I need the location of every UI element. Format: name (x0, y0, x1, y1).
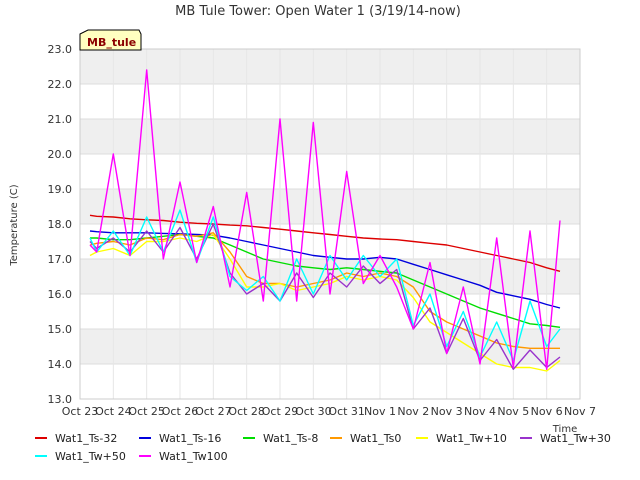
x-tick-label: Oct 26 (162, 405, 199, 418)
series-line-Wat1_Tw+30 (89, 223, 561, 370)
station-badge: MB_tule (79, 29, 142, 51)
legend-entry: Wat1_Ts-32 (55, 432, 117, 445)
x-tick-label: Nov 4 (464, 405, 496, 418)
x-tick-label: Nov 3 (431, 405, 463, 418)
y-axis-label: Temperature (C) (9, 184, 20, 266)
x-tick-label: Oct 24 (95, 405, 132, 418)
x-tick-label: Oct 23 (62, 405, 99, 418)
x-tick-label: Oct 27 (195, 405, 232, 418)
y-tick-label: 23.0 (48, 43, 73, 56)
x-tick-label: Nov 1 (364, 405, 396, 418)
badge-label: MB_tule (87, 36, 136, 49)
y-tick-label: 16.0 (48, 288, 73, 301)
series-line-Wat1_Tw+50 (89, 209, 561, 362)
y-tick-label: 18.0 (48, 218, 73, 231)
x-tick-label: Nov 2 (397, 405, 429, 418)
x-axis-label: Time (552, 424, 577, 435)
x-tick-label: Oct 29 (262, 405, 299, 418)
legend: Wat1_Ts-32 Wat1_Ts-16 Wat1_Ts-8 Wat1_Ts0 Wat… (35, 432, 611, 463)
x-tick-label: Oct 31 (328, 405, 365, 418)
x-tick-label: Oct 25 (128, 405, 165, 418)
legend-entry: Wat1_Ts0 (350, 432, 401, 445)
y-tick-label: 19.0 (48, 183, 73, 196)
y-tick-label: 22.0 (48, 78, 73, 91)
x-tick-label: Oct 28 (228, 405, 265, 418)
y-tick-label: 13.0 (48, 393, 73, 406)
y-tick-label: 17.0 (48, 253, 73, 266)
series-layer (89, 69, 561, 372)
series-line-Wat1_Tw100 (89, 69, 561, 370)
plot-band (80, 189, 580, 224)
series-line-Wat1_Ts-8 (90, 233, 561, 328)
x-tick-label: Nov 5 (497, 405, 529, 418)
plot-border (79, 48, 581, 400)
legend-entry: Wat1_Tw+30 (540, 432, 611, 445)
plot-band (80, 119, 580, 154)
legend-entry: Wat1_Ts-16 (159, 432, 221, 445)
legend-entry: Wat1_Tw100 (159, 450, 228, 463)
y-tick-label: 21.0 (48, 113, 73, 126)
chart-title: MB Tule Tower: Open Water 1 (3/19/14-now… (175, 4, 461, 19)
series-line-Wat1_Ts0 (89, 232, 560, 349)
y-tick-label: 15.0 (48, 323, 73, 336)
x-tick-label: Nov 6 (531, 405, 563, 418)
x-tick-label: Oct 30 (295, 405, 332, 418)
x-tick-label: Nov 7 (564, 405, 596, 418)
legend-entry: Wat1_Tw+50 (55, 450, 126, 463)
legend-entry: Wat1_Tw+10 (436, 432, 507, 445)
axes: 13.0 14.0 15.0 16.0 17.0 18.0 19.0 20.0 21.0 22.0… (48, 43, 596, 418)
y-tick-label: 14.0 (48, 358, 73, 371)
plot-band (80, 49, 580, 84)
badge-box (79, 29, 142, 51)
y-tick-label: 20.0 (48, 148, 73, 161)
legend-entry: Wat1_Ts-8 (263, 432, 318, 445)
plot-band (80, 329, 580, 364)
